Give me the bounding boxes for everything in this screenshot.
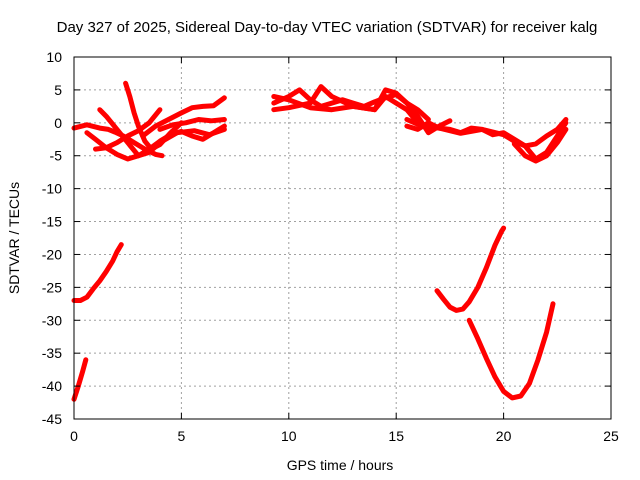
y-tick-label: -15 (42, 214, 62, 230)
y-tick-label: -25 (42, 279, 62, 295)
y-tick-label: 10 (46, 49, 62, 65)
series-group (71, 80, 569, 402)
chart-title: Day 327 of 2025, Sidereal Day-to-day VTE… (57, 19, 598, 36)
y-tick-label: 5 (54, 82, 62, 98)
series-line-arc12 (271, 87, 453, 136)
y-tick-label: -35 (42, 345, 62, 361)
series-line-arc2 (71, 357, 89, 402)
y-tick-label: -5 (50, 148, 63, 164)
grid-lines (74, 57, 611, 419)
series-line-arc1 (71, 242, 124, 303)
series-line-arc5 (97, 107, 227, 159)
x-tick-label: 20 (496, 428, 512, 444)
x-tick-label: 25 (603, 428, 619, 444)
series-line-arc17 (466, 301, 556, 401)
x-tick-label: 0 (70, 428, 78, 444)
x-axis-label: GPS time / hours (287, 457, 394, 473)
y-tick-label: -45 (42, 411, 62, 427)
axis-ticks: 0 5 10 15 20 25 10 5 0 -5 -10 -15 -20 -25 -30 -35 -40 -45 (42, 49, 619, 444)
series-line-arc7 (84, 123, 227, 162)
y-axis-label: SDTVAR / TECUs (6, 182, 22, 294)
series-line-arc15 (511, 126, 569, 164)
series-line-arc9 (157, 117, 227, 132)
y-tick-label: -30 (42, 312, 62, 328)
y-tick-label: -40 (42, 378, 62, 394)
y-tick-label: 0 (54, 115, 62, 131)
x-tick-label: 10 (281, 428, 297, 444)
y-tick-label: -10 (42, 181, 62, 197)
x-tick-label: 5 (178, 428, 186, 444)
plot-frame (73, 56, 612, 420)
series-line-arc16 (434, 225, 507, 313)
y-tick-label: -20 (42, 246, 62, 262)
x-tick-label: 15 (388, 428, 404, 444)
series-line-arc8 (140, 95, 227, 139)
